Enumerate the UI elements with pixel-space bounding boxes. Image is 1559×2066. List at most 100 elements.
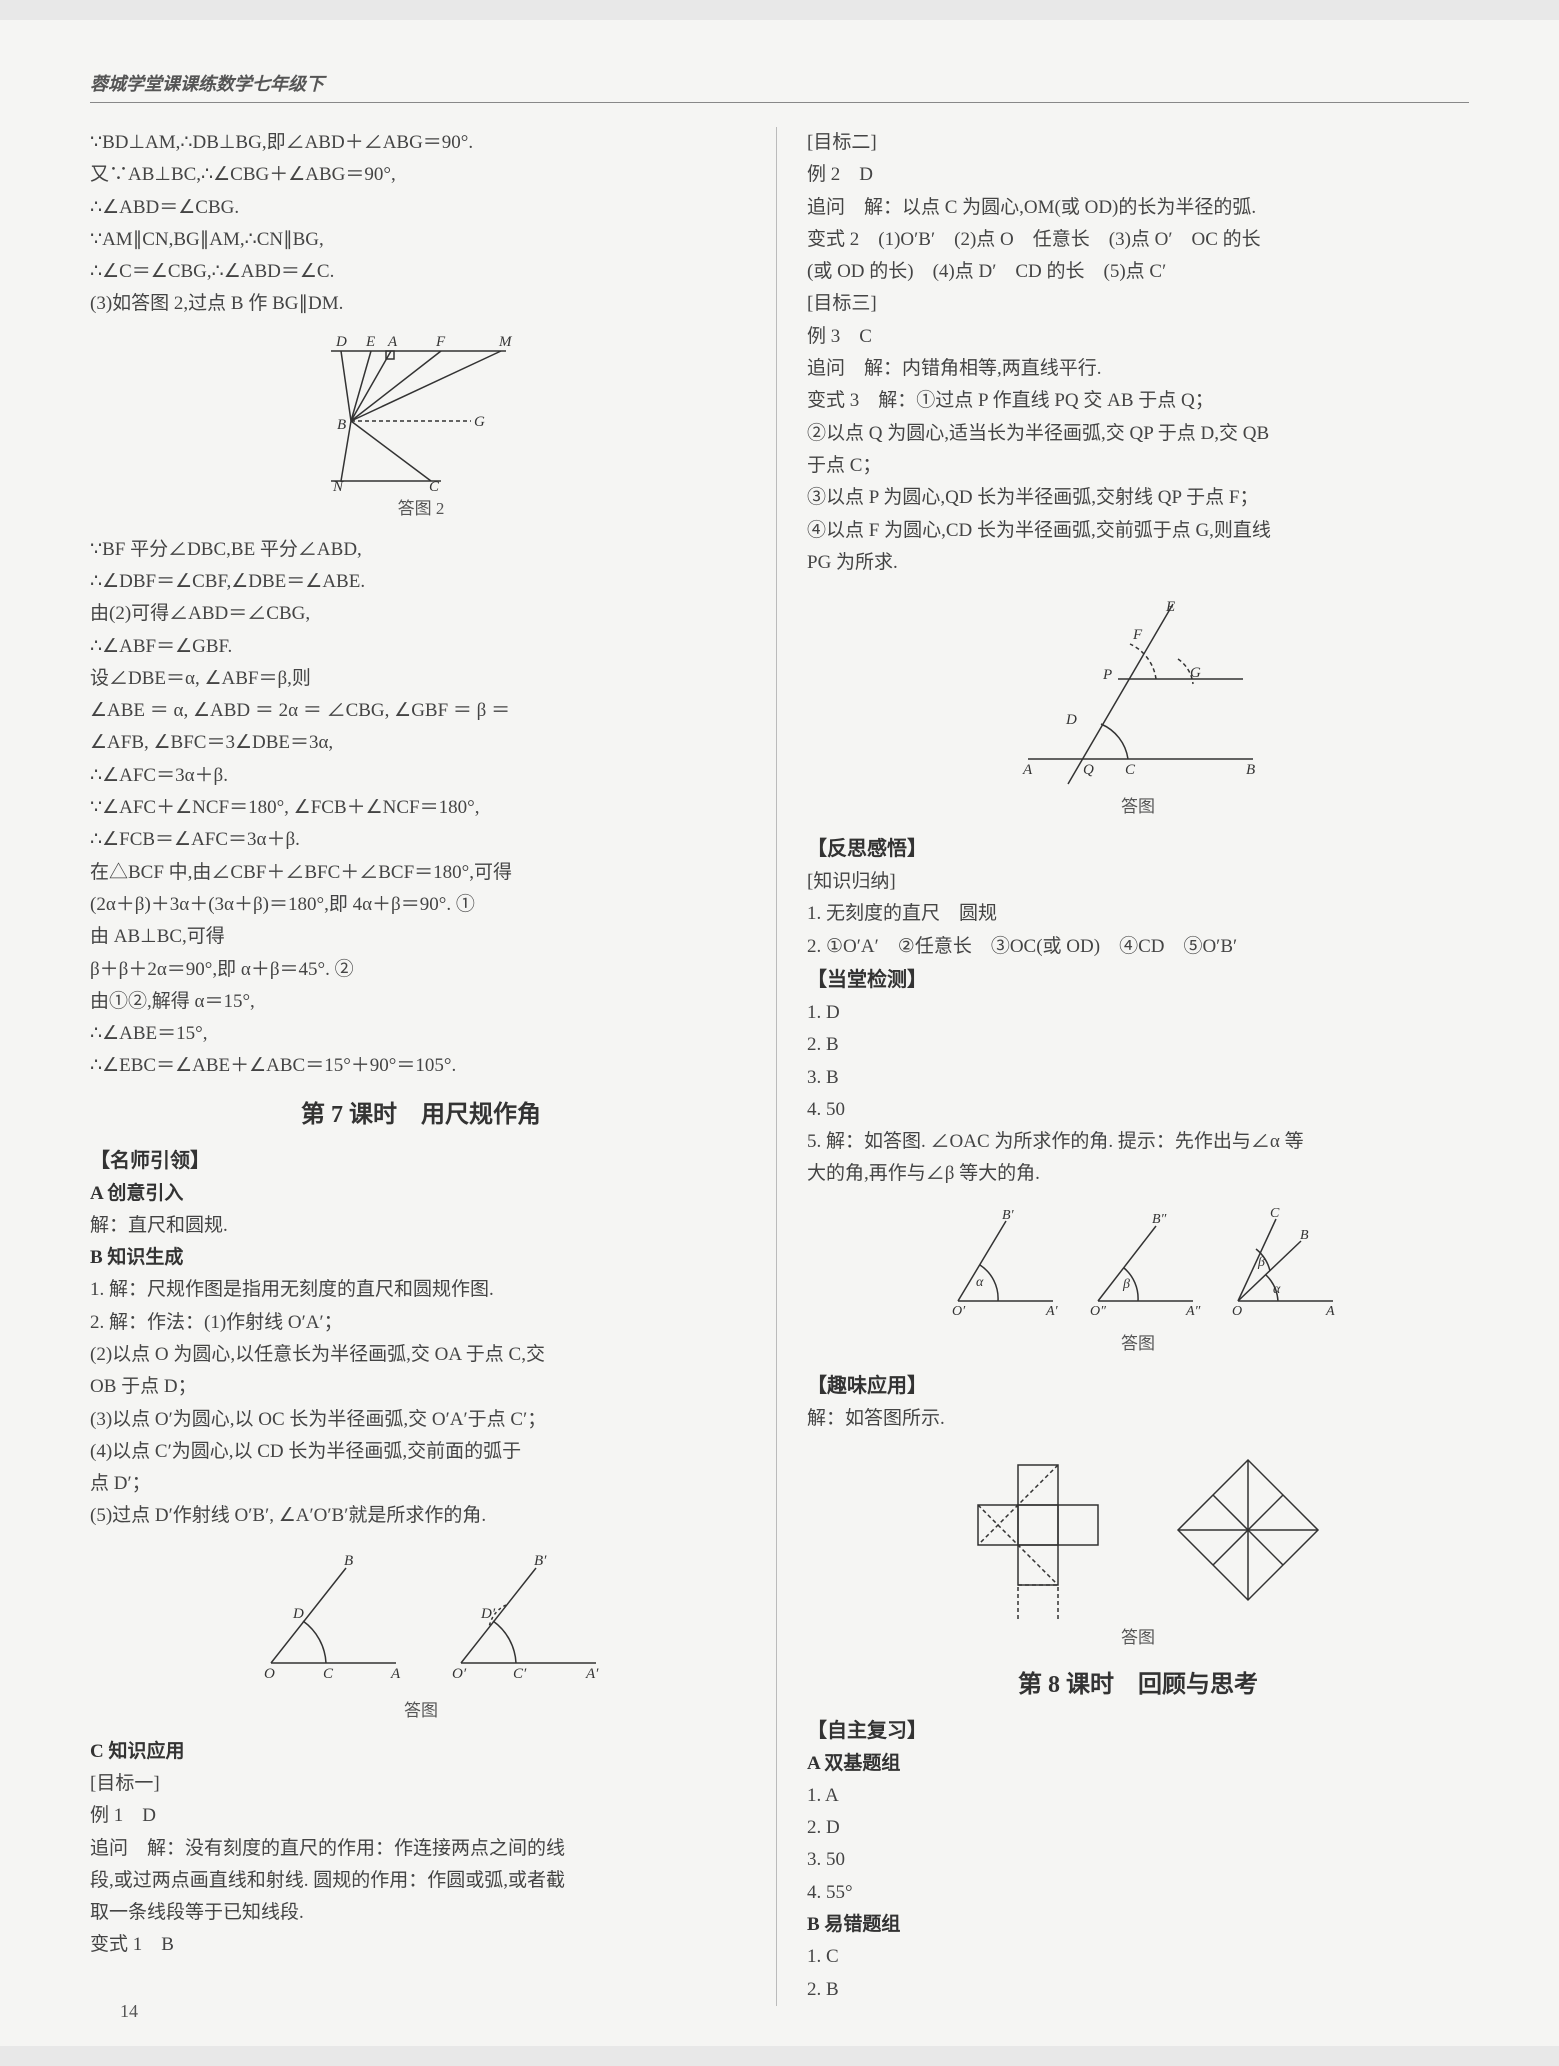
svg-text:C: C xyxy=(1125,762,1136,778)
proof-line: ∵∠AFC＋∠NCF＝180°, ∠FCB＋∠NCF＝180°, xyxy=(90,792,752,824)
svg-text:D: D xyxy=(292,1606,304,1622)
b-line: (2)以点 O 为圆心,以任意长为半径画弧,交 OA 于点 C,交 xyxy=(90,1339,752,1371)
svg-text:G: G xyxy=(474,414,485,430)
svg-text:O′: O′ xyxy=(452,1666,467,1682)
svg-text:B: B xyxy=(1246,762,1255,778)
svg-text:M: M xyxy=(498,334,513,350)
figq-svg xyxy=(938,1445,1338,1620)
shuangji-item: 3. 50 xyxy=(807,1844,1469,1876)
svg-text:A: A xyxy=(1325,1304,1335,1319)
svg-text:β: β xyxy=(1122,1277,1130,1292)
svg-text:β: β xyxy=(1257,1255,1265,1270)
proof-line: ∴∠FCB＝∠AFC＝3α＋β. xyxy=(90,824,752,856)
ex1-follow: 取一条线段等于已知线段. xyxy=(90,1897,752,1929)
figv3-caption: 答图 xyxy=(807,793,1469,822)
zizhu-head: 【自主复习】 xyxy=(807,1714,1469,1748)
svg-text:D: D xyxy=(335,334,347,350)
proof-line: ∴∠EBC＝∠ABE＋∠ABC＝15°＋90°＝105°. xyxy=(90,1050,752,1082)
example-2: 例 2 D xyxy=(807,159,1469,191)
dangtang-5: 大的角,再作与∠β 等大的角. xyxy=(807,1158,1469,1190)
shuangji-head: A 双基题组 xyxy=(807,1748,1469,1780)
yicuo-item: 2. B xyxy=(807,1974,1469,2006)
var3-line: ④以点 F 为圆心,CD 长为半径画弧,交前弧于点 G,则直线 xyxy=(807,515,1469,547)
var3-line: 变式 3 解：①过点 P 作直线 PQ 交 AB 于点 Q； xyxy=(807,385,1469,417)
zhishi-head: [知识归纳] xyxy=(807,866,1469,898)
figure-5: O′A′B′α O″A″B″β OABC αβ 答图 xyxy=(807,1201,1469,1359)
svg-text:E: E xyxy=(365,334,375,350)
proof-line: (3)如答图 2,过点 B 作 BG∥DM. xyxy=(90,288,752,320)
proof-line: ∴∠ABF＝∠GBF. xyxy=(90,631,752,663)
svg-text:F: F xyxy=(435,334,446,350)
mingshi-head: 【名师引领】 xyxy=(90,1144,752,1178)
b-line: OB 于点 D； xyxy=(90,1371,752,1403)
target-2: [目标二] xyxy=(807,127,1469,159)
figv3-svg: AQCB PD FGE xyxy=(1008,589,1268,789)
shuangji-item: 2. D xyxy=(807,1812,1469,1844)
lesson-8-title: 第 8 课时 回顾与思考 xyxy=(807,1665,1469,1706)
b-line: (5)过点 D′作射线 O′B′, ∠A′O′B′就是所求作的角. xyxy=(90,1500,752,1532)
b-line: (3)以点 O′为圆心,以 OC 长为半径画弧,交 O′A′于点 C′； xyxy=(90,1404,752,1436)
svg-text:E: E xyxy=(1165,599,1175,615)
zhishi-line: 1. 无刻度的直尺 圆规 xyxy=(807,898,1469,930)
quwei-text: 解：如答图所示. xyxy=(807,1403,1469,1435)
svg-text:C′: C′ xyxy=(513,1666,527,1682)
figure-v3: AQCB PD FGE 答图 xyxy=(807,589,1469,822)
svg-text:A: A xyxy=(387,334,398,350)
proof-line: ∴∠C＝∠CBG,∴∠ABD＝∠C. xyxy=(90,256,752,288)
svg-text:B: B xyxy=(337,417,346,433)
lesson-7-title: 第 7 课时 用尺规作角 xyxy=(90,1095,752,1136)
svg-text:F: F xyxy=(1132,627,1143,643)
proof-line: 由①②,解得 α＝15°, xyxy=(90,986,752,1018)
fig5-svg: O′A′B′α O″A″B″β OABC αβ xyxy=(928,1201,1348,1326)
b-line: 点 D′； xyxy=(90,1468,752,1500)
example-3: 例 3 C xyxy=(807,321,1469,353)
proof-line: 设∠DBE＝α, ∠ABF＝β,则 xyxy=(90,663,752,695)
dangtang-head: 【当堂检测】 xyxy=(807,963,1469,997)
figb-svg: OCA DB O′C′A′ D′B′ xyxy=(231,1543,611,1693)
svg-text:A: A xyxy=(390,1666,401,1682)
figb-caption: 答图 xyxy=(90,1697,752,1726)
ex3-follow: 追问 解：内错角相等,两直线平行. xyxy=(807,353,1469,385)
page-header: 蓉城学堂课课练数学七年级下 xyxy=(90,70,1469,103)
example-1: 例 1 D xyxy=(90,1800,752,1832)
fig5-caption: 答图 xyxy=(807,1330,1469,1359)
svg-text:Q: Q xyxy=(1083,762,1094,778)
proof-line: ∠AFB, ∠BFC＝3∠DBE＝3α, xyxy=(90,727,752,759)
svg-text:A: A xyxy=(1022,762,1033,778)
fig2-svg: D EA F M B G N C xyxy=(311,331,531,491)
svg-text:N: N xyxy=(332,479,344,491)
svg-text:B: B xyxy=(1300,1228,1309,1243)
proof-line: ∴∠ABE＝15°, xyxy=(90,1018,752,1050)
var3-line: ②以点 Q 为圆心,适当长为半径画弧,交 QP 于点 D,交 QB xyxy=(807,418,1469,450)
shuangji-item: 1. A xyxy=(807,1780,1469,1812)
fansi-head: 【反思感悟】 xyxy=(807,832,1469,866)
svg-text:α: α xyxy=(976,1275,984,1290)
svg-text:O: O xyxy=(1232,1304,1242,1319)
quwei-head: 【趣味应用】 xyxy=(807,1369,1469,1403)
svg-text:A′: A′ xyxy=(1045,1304,1059,1319)
proof-line: ∴∠ABD＝∠CBG. xyxy=(90,192,752,224)
figure-q: 答图 xyxy=(807,1445,1469,1653)
figure-b: OCA DB O′C′A′ D′B′ 答图 xyxy=(90,1543,752,1726)
dangtang-item: 2. B xyxy=(807,1029,1469,1061)
var3-line: 于点 C； xyxy=(807,450,1469,482)
svg-text:B: B xyxy=(344,1553,353,1569)
var3-line: PG 为所求. xyxy=(807,547,1469,579)
svg-text:C: C xyxy=(429,479,440,491)
yicuo-head: B 易错题组 xyxy=(807,1909,1469,1941)
svg-text:P: P xyxy=(1102,667,1112,683)
proof-line: ∵BF 平分∠DBC,BE 平分∠ABD, xyxy=(90,534,752,566)
dangtang-item: 3. B xyxy=(807,1062,1469,1094)
dangtang-item: 1. D xyxy=(807,997,1469,1029)
svg-text:A″: A″ xyxy=(1185,1304,1201,1319)
svg-text:B′: B′ xyxy=(1002,1208,1015,1223)
proof-line: 又∵AB⊥BC,∴∠CBG＋∠ABG＝90°, xyxy=(90,159,752,191)
svg-text:B″: B″ xyxy=(1152,1212,1167,1227)
b-line: 1. 解：尺规作图是指用无刻度的直尺和圆规作图. xyxy=(90,1274,752,1306)
svg-text:C: C xyxy=(323,1666,334,1682)
svg-text:O: O xyxy=(264,1666,275,1682)
content-columns: ∵BD⊥AM,∴DB⊥BG,即∠ABD＋∠ABG＝90°. 又∵AB⊥BC,∴∠… xyxy=(90,127,1469,2006)
figq-caption: 答图 xyxy=(807,1624,1469,1653)
var2-line: (或 OD 的长) (4)点 D′ CD 的长 (5)点 C′ xyxy=(807,256,1469,288)
proof-line: ∵AM∥CN,BG∥AM,∴CN∥BG, xyxy=(90,224,752,256)
